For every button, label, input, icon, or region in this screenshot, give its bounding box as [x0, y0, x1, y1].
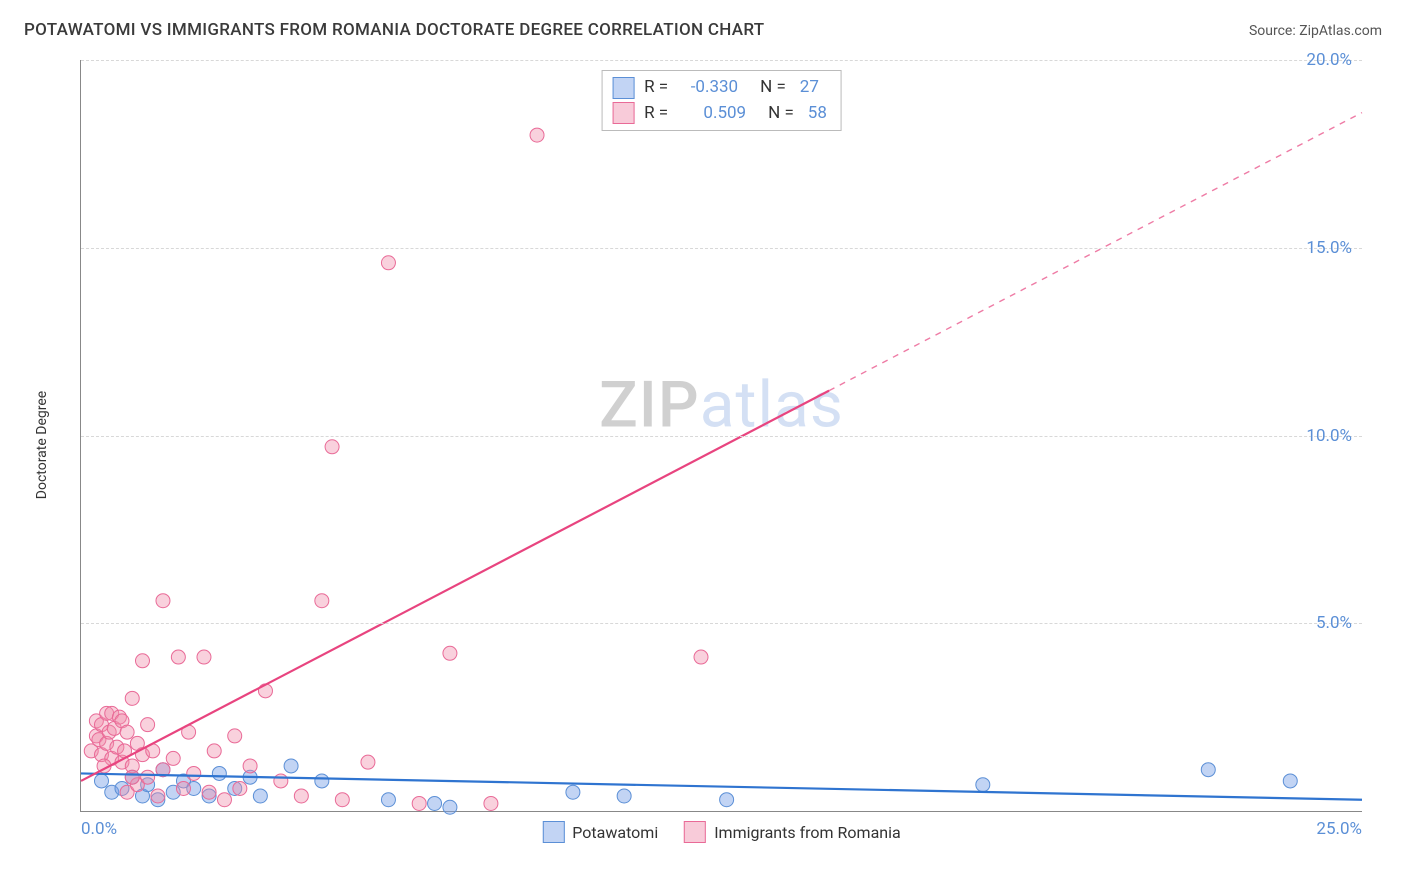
legend-row-potawatomi: R = -0.330 N = 27: [612, 75, 827, 101]
data-point-blue: [315, 774, 329, 788]
swatch-blue-icon: [542, 821, 564, 843]
legend-item-romania: Immigrants from Romania: [684, 821, 901, 843]
data-point-blue: [253, 789, 267, 803]
data-point-pink: [228, 729, 242, 743]
data-point-pink: [443, 646, 457, 660]
data-point-blue: [1201, 763, 1215, 777]
data-point-pink: [120, 725, 134, 739]
chart-area: Doctorate Degree R = -0.330 N = 27 R = 0…: [52, 48, 1386, 842]
data-point-pink: [484, 796, 498, 810]
data-point-pink: [381, 256, 395, 270]
data-point-pink: [233, 781, 247, 795]
data-point-pink: [125, 770, 139, 784]
data-point-blue: [94, 774, 108, 788]
data-point-pink: [217, 793, 231, 807]
swatch-pink-icon: [684, 821, 706, 843]
data-point-pink: [361, 755, 375, 769]
data-point-pink: [315, 594, 329, 608]
x-tick-min: 0.0%: [81, 819, 117, 839]
data-point-pink: [141, 718, 155, 732]
data-point-pink: [694, 650, 708, 664]
swatch-blue: [612, 77, 634, 99]
data-point-pink: [325, 440, 339, 454]
data-point-blue: [443, 800, 457, 814]
data-point-pink: [530, 128, 544, 142]
source-attribution: Source: ZipAtlas.com: [1249, 23, 1382, 39]
data-point-pink: [135, 654, 149, 668]
x-tick-max: 25.0%: [1316, 819, 1362, 839]
data-point-blue: [720, 793, 734, 807]
legend-row-romania: R = 0.509 N = 58: [612, 101, 827, 127]
data-point-blue: [617, 789, 631, 803]
data-point-blue: [212, 766, 226, 780]
data-point-pink: [166, 751, 180, 765]
data-point-pink: [156, 594, 170, 608]
data-point-pink: [412, 796, 426, 810]
legend-item-potawatomi: Potawatomi: [542, 821, 658, 843]
data-point-pink: [125, 691, 139, 705]
data-point-pink: [202, 785, 216, 799]
data-point-pink: [171, 650, 185, 664]
data-point-blue: [381, 793, 395, 807]
data-point-pink: [151, 789, 165, 803]
data-point-blue: [566, 785, 580, 799]
data-point-pink: [243, 759, 257, 773]
data-point-pink: [187, 766, 201, 780]
regression-line-pink-extrapolated: [829, 113, 1362, 391]
data-point-pink: [176, 781, 190, 795]
data-point-pink: [207, 744, 221, 758]
data-point-blue: [1283, 774, 1297, 788]
y-axis-label: Doctorate Degree: [34, 391, 50, 499]
y-tick: 10.0%: [1306, 426, 1352, 446]
data-point-pink: [274, 774, 288, 788]
y-tick: 5.0%: [1316, 613, 1352, 633]
data-point-pink: [335, 793, 349, 807]
plot-region: R = -0.330 N = 27 R = 0.509 N = 58 ZIPat…: [80, 60, 1362, 812]
data-point-pink: [141, 770, 155, 784]
swatch-pink: [612, 102, 634, 124]
series-legend: Potawatomi Immigrants from Romania: [542, 821, 900, 843]
data-point-pink: [197, 650, 211, 664]
correlation-legend: R = -0.330 N = 27 R = 0.509 N = 58: [601, 70, 842, 131]
chart-title: POTAWATOMI VS IMMIGRANTS FROM ROMANIA DO…: [24, 20, 764, 40]
data-point-blue: [284, 759, 298, 773]
y-tick: 15.0%: [1306, 238, 1352, 258]
regression-line-pink: [81, 391, 829, 781]
data-point-pink: [294, 789, 308, 803]
data-point-blue: [976, 778, 990, 792]
y-tick: 20.0%: [1306, 50, 1352, 70]
data-point-blue: [428, 796, 442, 810]
